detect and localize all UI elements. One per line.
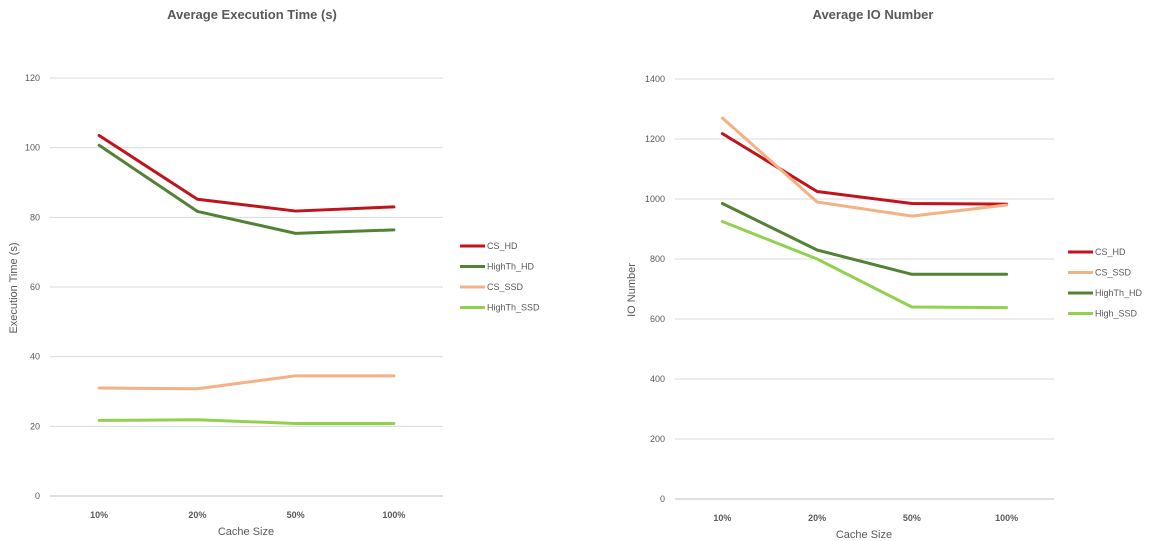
y-axis-ticks: 0 20 40 60 80 100 120	[25, 73, 40, 501]
legend-item: CS_SSD	[1068, 268, 1132, 278]
y-axis-ticks: 0 200 400 600 800 1000 1200 1400	[645, 74, 665, 504]
y-tick-label: 80	[30, 212, 40, 222]
legend-label: HighTh_HD	[1095, 288, 1143, 298]
y-tick-label: 600	[650, 314, 665, 324]
x-tick-label: 100%	[995, 513, 1018, 523]
y-tick-label: 1200	[645, 134, 665, 144]
x-tick-label: 10%	[90, 510, 108, 520]
y-tick-label: 100	[25, 143, 40, 153]
legend-label: CS_HD	[487, 241, 518, 251]
gridlines	[675, 78, 1054, 500]
legend-item: CS_HD	[460, 241, 518, 251]
legend-item: HighTh_SSD	[460, 303, 540, 313]
chart-title: Average Execution Time (s)	[167, 7, 337, 22]
y-axis-label: Execution Time (s)	[8, 242, 20, 333]
legend-label: CS_SSD	[1095, 268, 1132, 278]
x-axis-label: Cache Size	[218, 526, 274, 538]
series-line	[720, 116, 1009, 218]
legend-item: HighTh_HD	[460, 262, 535, 272]
legend-label: HighTh_HD	[487, 262, 535, 272]
series-line	[97, 133, 396, 213]
series-line	[97, 374, 396, 391]
y-tick-label: 400	[650, 374, 665, 384]
x-tick-label: 20%	[188, 510, 206, 520]
x-tick-label: 100%	[382, 510, 405, 520]
y-tick-label: 1000	[645, 194, 665, 204]
y-tick-label: 60	[30, 282, 40, 292]
legend: CS_HD CS_SSD HighTh_HD High_SSD	[1068, 247, 1143, 319]
execution-time-chart: Average Execution Time (s) 0 20 40 60 80 100 1…	[8, 7, 540, 538]
legend-label: High_SSD	[1095, 309, 1138, 319]
x-axis-ticks: 10% 20% 50% 100%	[90, 510, 405, 520]
x-tick-label: 10%	[713, 513, 731, 523]
x-tick-label: 20%	[808, 513, 826, 523]
io-number-chart: Average IO Number 0 200 400 600 800 1000 1200 1…	[626, 7, 1143, 541]
x-axis-label: Cache Size	[836, 529, 892, 541]
legend-label: CS_SSD	[487, 282, 524, 292]
series-lines	[720, 116, 1009, 310]
series-line	[720, 132, 1009, 206]
x-axis-ticks: 10% 20% 50% 100%	[713, 513, 1018, 523]
x-tick-label: 50%	[903, 513, 921, 523]
legend-item: High_SSD	[1068, 309, 1138, 319]
legend-item: HighTh_HD	[1068, 288, 1143, 298]
y-tick-label: 1400	[645, 74, 665, 84]
y-tick-label: 200	[650, 434, 665, 444]
y-tick-label: 120	[25, 73, 40, 83]
series-line	[720, 220, 1009, 310]
x-tick-label: 50%	[287, 510, 305, 520]
y-axis-label: IO Number	[626, 263, 638, 317]
series-lines	[97, 133, 396, 426]
legend: CS_HD HighTh_HD CS_SSD HighTh_SSD	[460, 241, 540, 313]
y-tick-label: 0	[660, 494, 665, 504]
chart-title: Average IO Number	[813, 7, 934, 22]
y-tick-label: 20	[30, 421, 40, 431]
legend-item: CS_SSD	[460, 282, 524, 292]
legend-label: HighTh_SSD	[487, 303, 540, 313]
series-line	[97, 143, 396, 235]
y-tick-label: 0	[35, 491, 40, 501]
legend-item: CS_HD	[1068, 247, 1126, 257]
y-tick-label: 40	[30, 352, 40, 362]
y-tick-label: 800	[650, 254, 665, 264]
series-line	[720, 202, 1009, 276]
legend-label: CS_HD	[1095, 247, 1126, 257]
series-line	[97, 418, 396, 426]
